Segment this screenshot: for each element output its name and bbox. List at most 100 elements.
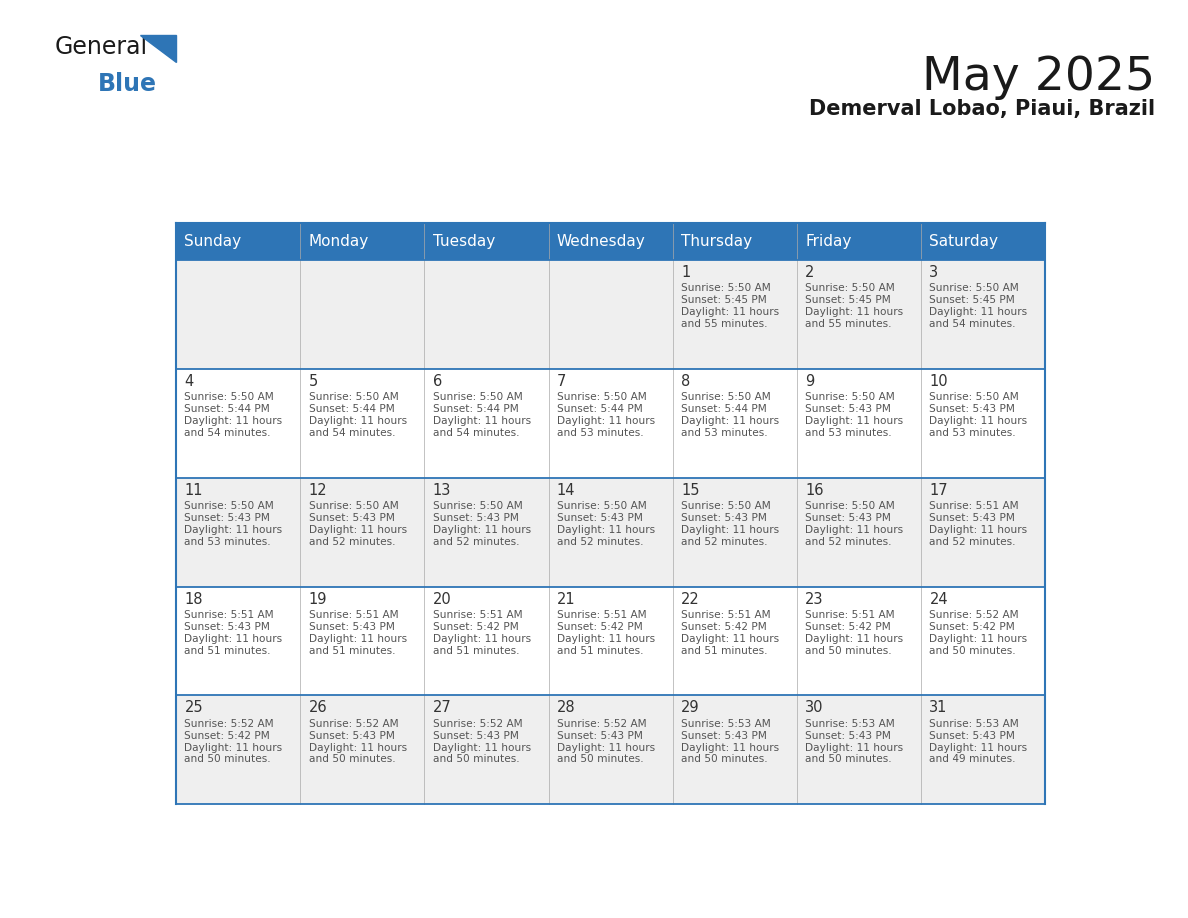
Bar (672, 696, 797, 804)
Text: 20: 20 (432, 591, 451, 607)
Bar (301, 223, 424, 260)
Text: and 53 minutes.: and 53 minutes. (681, 428, 767, 438)
Text: General: General (55, 35, 147, 59)
Bar (921, 223, 1045, 260)
Text: Sunrise: 5:52 AM: Sunrise: 5:52 AM (309, 719, 398, 729)
Text: Sunset: 5:43 PM: Sunset: 5:43 PM (557, 731, 643, 741)
Bar (921, 587, 1045, 696)
Text: and 55 minutes.: and 55 minutes. (681, 319, 767, 329)
Text: Sunrise: 5:50 AM: Sunrise: 5:50 AM (681, 501, 771, 511)
Text: Sunset: 5:43 PM: Sunset: 5:43 PM (805, 731, 891, 741)
Text: 31: 31 (929, 700, 948, 715)
Text: Sunrise: 5:50 AM: Sunrise: 5:50 AM (309, 501, 398, 511)
Text: and 50 minutes.: and 50 minutes. (184, 755, 271, 765)
Text: Daylight: 11 hours: Daylight: 11 hours (805, 525, 903, 535)
Text: Monday: Monday (309, 234, 368, 249)
Text: Sunrise: 5:51 AM: Sunrise: 5:51 AM (184, 610, 274, 620)
Text: Sunrise: 5:51 AM: Sunrise: 5:51 AM (432, 610, 523, 620)
Bar (797, 696, 921, 804)
Text: Sunset: 5:43 PM: Sunset: 5:43 PM (681, 731, 767, 741)
Text: Sunrise: 5:50 AM: Sunrise: 5:50 AM (557, 501, 646, 511)
Text: Sunset: 5:44 PM: Sunset: 5:44 PM (557, 404, 643, 414)
Text: 24: 24 (929, 591, 948, 607)
Text: Sunday: Sunday (184, 234, 241, 249)
Text: and 54 minutes.: and 54 minutes. (184, 428, 271, 438)
Text: Tuesday: Tuesday (432, 234, 495, 249)
Text: Daylight: 11 hours: Daylight: 11 hours (929, 525, 1028, 535)
Text: Sunset: 5:43 PM: Sunset: 5:43 PM (805, 404, 891, 414)
Text: Sunset: 5:44 PM: Sunset: 5:44 PM (309, 404, 394, 414)
Bar (921, 369, 1045, 477)
Bar (797, 223, 921, 260)
Text: Sunrise: 5:51 AM: Sunrise: 5:51 AM (557, 610, 646, 620)
Text: Daylight: 11 hours: Daylight: 11 hours (929, 743, 1028, 753)
Bar (549, 369, 672, 477)
Text: Daylight: 11 hours: Daylight: 11 hours (557, 416, 655, 426)
Bar (797, 477, 921, 587)
Text: Sunset: 5:45 PM: Sunset: 5:45 PM (805, 296, 891, 305)
Text: Daylight: 11 hours: Daylight: 11 hours (184, 633, 283, 644)
Text: Sunrise: 5:51 AM: Sunrise: 5:51 AM (929, 501, 1019, 511)
Bar (549, 477, 672, 587)
Text: Daylight: 11 hours: Daylight: 11 hours (557, 743, 655, 753)
Bar (301, 369, 424, 477)
Text: 1: 1 (681, 265, 690, 280)
Text: Blue: Blue (97, 72, 157, 95)
Bar (797, 369, 921, 477)
Text: Friday: Friday (805, 234, 852, 249)
Text: Sunset: 5:43 PM: Sunset: 5:43 PM (432, 513, 519, 523)
Text: Sunrise: 5:50 AM: Sunrise: 5:50 AM (309, 392, 398, 402)
Text: and 53 minutes.: and 53 minutes. (929, 428, 1016, 438)
Bar (301, 696, 424, 804)
Text: Daylight: 11 hours: Daylight: 11 hours (309, 416, 406, 426)
Text: 22: 22 (681, 591, 700, 607)
Bar (549, 587, 672, 696)
Text: Daylight: 11 hours: Daylight: 11 hours (309, 743, 406, 753)
Text: 26: 26 (309, 700, 327, 715)
Text: Sunrise: 5:50 AM: Sunrise: 5:50 AM (557, 392, 646, 402)
Text: and 52 minutes.: and 52 minutes. (309, 537, 396, 547)
Bar (797, 260, 921, 369)
Text: 10: 10 (929, 374, 948, 389)
Text: Sunset: 5:43 PM: Sunset: 5:43 PM (681, 513, 767, 523)
Text: Daylight: 11 hours: Daylight: 11 hours (805, 308, 903, 317)
Text: Daylight: 11 hours: Daylight: 11 hours (557, 525, 655, 535)
Text: Sunrise: 5:53 AM: Sunrise: 5:53 AM (805, 719, 895, 729)
Text: 21: 21 (557, 591, 575, 607)
Bar (176, 223, 301, 260)
Text: Sunset: 5:43 PM: Sunset: 5:43 PM (184, 621, 271, 632)
Text: and 53 minutes.: and 53 minutes. (805, 428, 892, 438)
Text: 27: 27 (432, 700, 451, 715)
Text: Sunset: 5:43 PM: Sunset: 5:43 PM (184, 513, 271, 523)
Bar (672, 369, 797, 477)
Text: 2: 2 (805, 265, 815, 280)
Text: 4: 4 (184, 374, 194, 389)
Text: Sunset: 5:43 PM: Sunset: 5:43 PM (309, 621, 394, 632)
Text: and 54 minutes.: and 54 minutes. (432, 428, 519, 438)
Text: Sunset: 5:42 PM: Sunset: 5:42 PM (805, 621, 891, 632)
Text: Sunrise: 5:50 AM: Sunrise: 5:50 AM (805, 501, 895, 511)
Text: Sunset: 5:43 PM: Sunset: 5:43 PM (929, 513, 1016, 523)
Text: Wednesday: Wednesday (557, 234, 645, 249)
Bar (176, 477, 301, 587)
Text: Sunset: 5:42 PM: Sunset: 5:42 PM (929, 621, 1015, 632)
Text: 25: 25 (184, 700, 203, 715)
Text: Thursday: Thursday (681, 234, 752, 249)
Text: Sunset: 5:43 PM: Sunset: 5:43 PM (557, 513, 643, 523)
Bar (549, 696, 672, 804)
Text: Sunset: 5:45 PM: Sunset: 5:45 PM (681, 296, 766, 305)
Text: Daylight: 11 hours: Daylight: 11 hours (681, 416, 779, 426)
Text: Daylight: 11 hours: Daylight: 11 hours (184, 525, 283, 535)
Text: Sunrise: 5:53 AM: Sunrise: 5:53 AM (681, 719, 771, 729)
Text: Sunset: 5:44 PM: Sunset: 5:44 PM (184, 404, 270, 414)
Text: Sunrise: 5:50 AM: Sunrise: 5:50 AM (929, 284, 1019, 294)
Text: Sunrise: 5:52 AM: Sunrise: 5:52 AM (432, 719, 523, 729)
Bar (301, 260, 424, 369)
Text: and 52 minutes.: and 52 minutes. (681, 537, 767, 547)
Text: and 50 minutes.: and 50 minutes. (557, 755, 644, 765)
Bar (921, 696, 1045, 804)
Text: Daylight: 11 hours: Daylight: 11 hours (557, 633, 655, 644)
Text: Sunrise: 5:50 AM: Sunrise: 5:50 AM (681, 392, 771, 402)
Text: Sunset: 5:43 PM: Sunset: 5:43 PM (805, 513, 891, 523)
Text: 13: 13 (432, 483, 451, 498)
